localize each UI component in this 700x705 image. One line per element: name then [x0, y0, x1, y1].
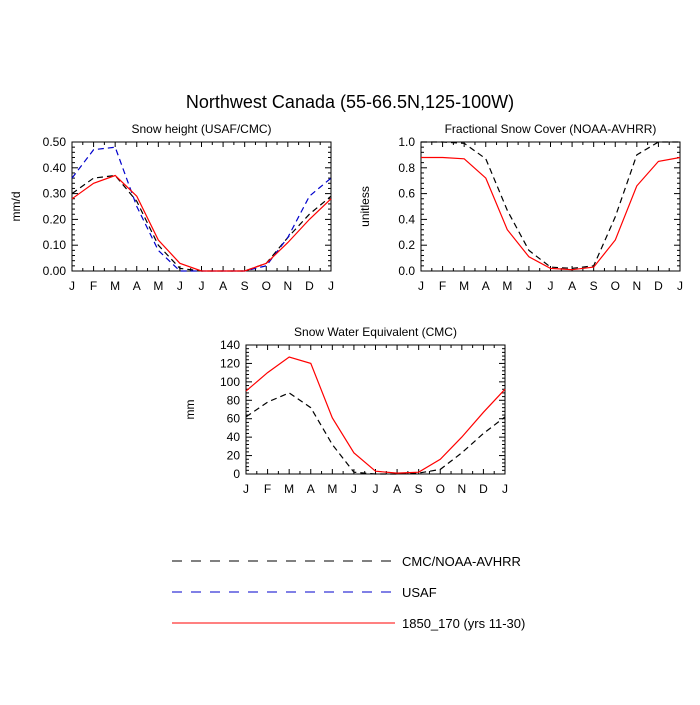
x-tick-label: M — [284, 482, 294, 496]
x-tick-label: A — [307, 482, 315, 496]
legend-label: 1850_170 (yrs 11-30) — [402, 616, 525, 631]
x-tick-label: J — [69, 279, 75, 293]
x-tick-label: J — [199, 279, 205, 293]
y-tick-label: 0.40 — [43, 161, 67, 175]
x-tick-label: J — [351, 482, 357, 496]
x-tick-label: N — [632, 279, 641, 293]
y-tick-label: 20 — [227, 449, 241, 463]
y-tick-label: 0.20 — [43, 212, 67, 226]
y-tick-label: 0.50 — [43, 135, 67, 149]
figure-title: Northwest Canada (55-66.5N,125-100W) — [186, 92, 514, 112]
x-tick-label: F — [439, 279, 446, 293]
y-tick-label: 0.4 — [398, 212, 415, 226]
x-tick-label: N — [283, 279, 292, 293]
x-tick-label: O — [436, 482, 445, 496]
x-tick-label: J — [328, 279, 334, 293]
series-line-cmc-noaa-avhrr — [246, 393, 505, 474]
plot-frame — [72, 142, 331, 271]
x-tick-label: M — [327, 482, 337, 496]
legend: CMC/NOAA-AVHRR USAF 1850_170 (yrs 11-30) — [172, 554, 525, 631]
x-tick-label: A — [219, 279, 227, 293]
y-tick-label: 1.0 — [398, 135, 415, 149]
x-tick-label: S — [241, 279, 249, 293]
y-axis-label: unitless — [358, 186, 372, 227]
x-tick-label: J — [418, 279, 424, 293]
y-tick-label: 120 — [220, 356, 240, 370]
y-axis-label: mm — [183, 400, 197, 420]
x-tick-label: S — [590, 279, 598, 293]
y-axis-label: mm/d — [9, 192, 23, 222]
y-tick-label: 0.30 — [43, 187, 67, 201]
y-tick-label: 80 — [227, 393, 241, 407]
x-tick-label: M — [110, 279, 120, 293]
y-tick-label: 0 — [233, 467, 240, 481]
y-tick-label: 0.10 — [43, 238, 67, 252]
x-tick-label: M — [153, 279, 163, 293]
x-tick-label: A — [393, 482, 401, 496]
x-tick-label: F — [90, 279, 97, 293]
y-tick-label: 140 — [220, 338, 240, 352]
plot-frame — [246, 345, 505, 474]
legend-label: USAF — [402, 585, 437, 600]
panel-title: Fractional Snow Cover (NOAA-AVHRR) — [445, 122, 657, 136]
x-tick-label: J — [177, 279, 183, 293]
x-tick-label: J — [526, 279, 532, 293]
y-tick-label: 40 — [227, 430, 241, 444]
x-tick-label: D — [305, 279, 314, 293]
x-tick-label: O — [262, 279, 271, 293]
x-tick-label: M — [459, 279, 469, 293]
series-line-1850-170-yrs-11-30 — [421, 158, 680, 270]
series-line-1850-170-yrs-11-30 — [72, 176, 331, 272]
x-tick-label: M — [502, 279, 512, 293]
x-tick-label: A — [482, 279, 490, 293]
x-tick-label: A — [568, 279, 576, 293]
y-tick-label: 0.2 — [398, 238, 415, 252]
y-tick-label: 60 — [227, 412, 241, 426]
x-tick-label: J — [502, 482, 508, 496]
x-tick-label: A — [133, 279, 141, 293]
x-tick-label: O — [611, 279, 620, 293]
x-tick-label: J — [548, 279, 554, 293]
series-line-usaf — [72, 147, 331, 271]
y-tick-label: 100 — [220, 375, 240, 389]
x-tick-label: D — [479, 482, 488, 496]
y-tick-label: 0.6 — [398, 187, 415, 201]
series-line-cmc-noaa-avhrr — [72, 176, 331, 272]
x-tick-label: D — [654, 279, 663, 293]
x-tick-label: J — [677, 279, 683, 293]
x-tick-label: J — [243, 482, 249, 496]
y-tick-label: 0.0 — [398, 264, 415, 278]
y-tick-label: 0.00 — [43, 264, 67, 278]
x-tick-label: N — [457, 482, 466, 496]
x-tick-label: S — [415, 482, 423, 496]
panel-2: Fractional Snow Cover (NOAA-AVHRR) unitle… — [358, 122, 683, 293]
plot-frame — [421, 142, 680, 271]
series-line-cmc-noaa-avhrr — [421, 142, 680, 268]
panel-title: Snow height (USAF/CMC) — [131, 122, 271, 136]
x-tick-label: J — [373, 482, 379, 496]
panel-title: Snow Water Equivalent (CMC) — [294, 325, 457, 339]
x-tick-label: F — [264, 482, 271, 496]
series-line-1850-170-yrs-11-30 — [246, 357, 505, 473]
legend-label: CMC/NOAA-AVHRR — [402, 554, 521, 569]
y-tick-label: 0.8 — [398, 161, 415, 175]
